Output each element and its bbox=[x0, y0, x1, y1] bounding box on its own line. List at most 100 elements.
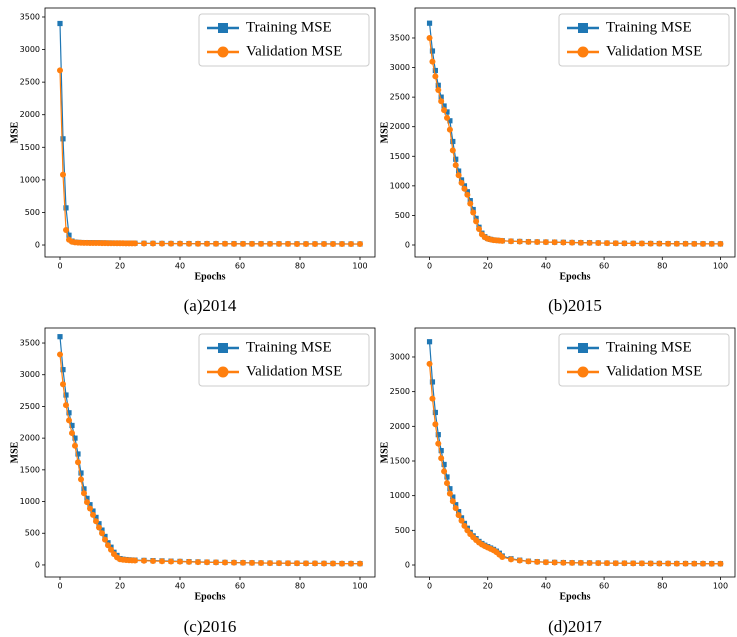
data-point bbox=[87, 505, 93, 512]
data-point bbox=[204, 240, 210, 247]
data-point bbox=[339, 560, 345, 567]
data-point bbox=[717, 560, 724, 567]
data-point bbox=[700, 560, 706, 567]
data-point bbox=[429, 58, 436, 65]
x-tick-label: 0 bbox=[57, 262, 62, 271]
x-axis-label: Epochs bbox=[559, 271, 590, 282]
data-point bbox=[249, 559, 255, 566]
data-point bbox=[525, 558, 532, 565]
y-tick-label: 2000 bbox=[390, 422, 410, 431]
data-point bbox=[435, 82, 441, 88]
data-point bbox=[638, 240, 645, 247]
data-point bbox=[456, 168, 462, 174]
legend-marker bbox=[578, 23, 588, 33]
data-point bbox=[435, 432, 441, 438]
data-point bbox=[426, 339, 433, 345]
data-point bbox=[303, 240, 309, 247]
data-point bbox=[432, 409, 438, 416]
legend-label: Training MSE bbox=[606, 339, 692, 355]
data-point bbox=[630, 240, 637, 247]
x-tick-label: 60 bbox=[599, 262, 609, 271]
data-point bbox=[656, 560, 663, 567]
y-tick-label: 1500 bbox=[20, 143, 40, 152]
x-tick-label: 80 bbox=[657, 262, 667, 271]
data-point bbox=[357, 241, 363, 248]
data-point bbox=[72, 442, 78, 449]
x-tick-label: 0 bbox=[57, 582, 62, 591]
data-point bbox=[560, 239, 567, 246]
data-point bbox=[102, 533, 108, 540]
data-point bbox=[294, 560, 300, 567]
data-point bbox=[426, 34, 433, 41]
y-tick-label: 3000 bbox=[390, 63, 410, 72]
data-point bbox=[57, 67, 63, 74]
data-point bbox=[438, 98, 445, 105]
data-point bbox=[213, 240, 219, 247]
data-point bbox=[450, 494, 456, 500]
data-point bbox=[267, 560, 273, 567]
data-point bbox=[708, 560, 715, 567]
data-point bbox=[63, 227, 69, 234]
data-point bbox=[450, 138, 456, 145]
legend-label: Training MSE bbox=[246, 19, 332, 35]
y-tick-label: 500 bbox=[395, 211, 410, 220]
data-point bbox=[700, 240, 706, 247]
data-point bbox=[452, 505, 459, 512]
data-point bbox=[604, 560, 610, 567]
data-point bbox=[186, 240, 192, 247]
data-point bbox=[647, 240, 654, 247]
data-point bbox=[66, 410, 72, 416]
data-point bbox=[240, 559, 246, 566]
legend-box bbox=[558, 13, 730, 67]
x-tick-label: 60 bbox=[235, 262, 245, 271]
data-point bbox=[444, 114, 450, 121]
y-tick-label: 3000 bbox=[390, 352, 410, 361]
data-point bbox=[141, 240, 147, 247]
x-tick-label: 20 bbox=[483, 582, 493, 591]
data-point bbox=[426, 20, 433, 26]
data-point bbox=[258, 240, 264, 247]
data-point bbox=[577, 239, 584, 246]
data-point bbox=[63, 205, 69, 211]
data-point bbox=[348, 241, 354, 248]
data-point bbox=[429, 48, 436, 54]
legend-label: Training MSE bbox=[246, 339, 332, 355]
data-point bbox=[141, 557, 147, 564]
data-point bbox=[447, 118, 453, 124]
data-point bbox=[63, 402, 69, 409]
data-point bbox=[458, 517, 465, 524]
data-point bbox=[612, 560, 619, 567]
data-point bbox=[339, 241, 345, 248]
data-point bbox=[99, 530, 105, 537]
x-tick-label: 100 bbox=[352, 262, 367, 271]
y-tick-label: 2000 bbox=[20, 434, 40, 443]
data-point bbox=[69, 430, 75, 437]
x-tick-label: 0 bbox=[427, 582, 432, 591]
data-point bbox=[444, 480, 450, 487]
legend-marker bbox=[577, 46, 589, 58]
data-point bbox=[150, 240, 156, 247]
data-point bbox=[516, 557, 523, 564]
data-point bbox=[444, 109, 450, 115]
y-tick-label: 1500 bbox=[390, 456, 410, 465]
data-point bbox=[81, 490, 87, 497]
data-point bbox=[447, 486, 453, 492]
data-point bbox=[96, 524, 102, 531]
data-point bbox=[102, 536, 108, 543]
legend-marker bbox=[218, 343, 228, 353]
data-point bbox=[168, 240, 174, 247]
data-point bbox=[458, 179, 465, 186]
data-point bbox=[432, 421, 439, 428]
data-point bbox=[438, 94, 444, 100]
data-point bbox=[499, 237, 506, 244]
data-point bbox=[435, 440, 442, 447]
data-point bbox=[75, 451, 81, 457]
data-point bbox=[446, 490, 453, 497]
data-point bbox=[708, 240, 715, 247]
y-tick-label: 0 bbox=[35, 241, 40, 250]
x-tick-label: 40 bbox=[541, 582, 551, 591]
x-tick-label: 80 bbox=[295, 262, 305, 271]
y-tick-label: 1000 bbox=[20, 497, 40, 506]
data-point bbox=[446, 126, 453, 133]
legend-label: Validation MSE bbox=[606, 363, 702, 379]
